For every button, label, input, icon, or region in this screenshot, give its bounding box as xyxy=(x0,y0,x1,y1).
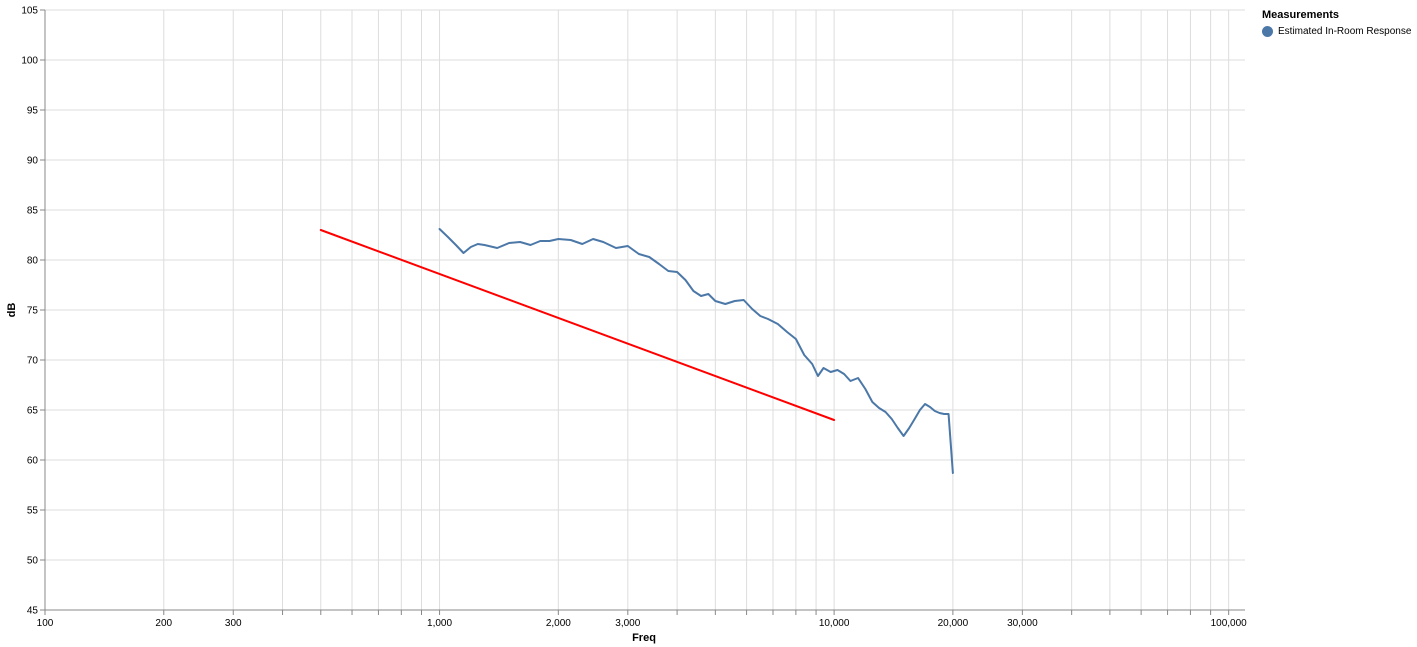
x-tick-label: 200 xyxy=(155,618,172,629)
y-tick-label: 105 xyxy=(21,6,38,17)
axes: 45 50 55 60 65 70 75 80 85 90 95 100 105 100 200 300 1,0… xyxy=(21,6,1247,630)
grid-lines xyxy=(44,9,1245,611)
y-tick-label: 90 xyxy=(27,156,39,167)
legend-swatch-circle-icon xyxy=(1262,26,1273,37)
y-axis-title: dB xyxy=(6,303,18,318)
legend-item[interactable]: Estimated In-Room Response xyxy=(1262,26,1411,37)
y-tick-label: 55 xyxy=(27,506,39,517)
y-tick-label: 70 xyxy=(27,356,39,367)
x-tick-label: 100,000 xyxy=(1211,618,1248,629)
y-tick-label: 65 xyxy=(27,406,39,417)
y-tick-label: 95 xyxy=(27,106,39,117)
y-tick-label: 100 xyxy=(21,56,38,67)
y-tick-label: 45 xyxy=(27,606,39,617)
legend-item-label: Estimated In-Room Response xyxy=(1278,26,1412,37)
y-tick-label: 85 xyxy=(27,206,39,217)
x-tick-label: 30,000 xyxy=(1007,618,1038,629)
estimated-in-room-response-line xyxy=(438,228,954,474)
x-axis-title: Freq xyxy=(632,632,656,644)
y-tick-label: 60 xyxy=(27,456,39,467)
y-tick-label: 75 xyxy=(27,306,39,317)
legend: Measurements Estimated In-Room Response xyxy=(1262,9,1411,37)
x-tick-label: 100 xyxy=(37,618,54,629)
legend-title: Measurements xyxy=(1262,9,1340,21)
x-tick-label: 3,000 xyxy=(615,618,640,629)
x-tick-label: 300 xyxy=(225,618,242,629)
y-tick-label: 80 xyxy=(27,256,39,267)
x-tick-label: 2,000 xyxy=(546,618,571,629)
x-tick-label: 10,000 xyxy=(819,618,850,629)
x-tick-label: 20,000 xyxy=(938,618,969,629)
target-slope-line xyxy=(319,229,836,421)
series-lines xyxy=(319,228,954,474)
x-tick-label: 1,000 xyxy=(427,618,452,629)
y-tick-label: 50 xyxy=(27,556,39,567)
